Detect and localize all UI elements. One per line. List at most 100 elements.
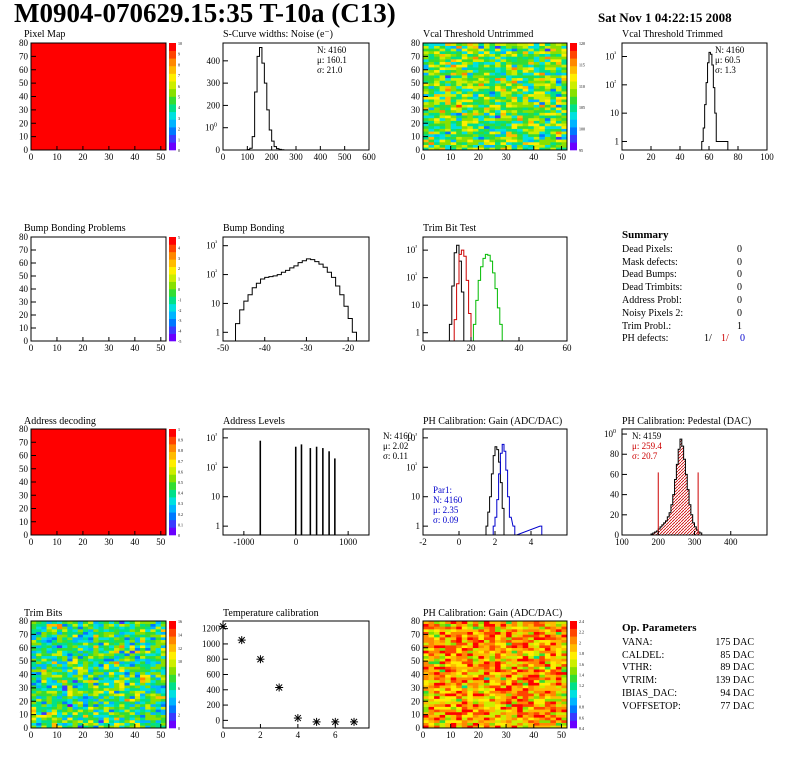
colorbar-segment — [570, 58, 577, 67]
heatmap-cell — [544, 679, 551, 683]
heatmap-cell — [555, 85, 562, 89]
heatmap-cell — [550, 45, 557, 49]
heatmap-cell — [550, 653, 557, 657]
heatmap-cell — [539, 634, 546, 638]
heatmap-cell — [472, 51, 479, 54]
heatmap-cell — [129, 647, 136, 651]
heatmap-cell — [550, 695, 557, 699]
heatmap-cell — [539, 107, 546, 111]
heatmap-cell — [72, 658, 79, 662]
heatmap-cell — [88, 711, 94, 715]
heatmap-cell — [495, 104, 501, 108]
y-tick-label: 10³ — [206, 241, 217, 251]
heatmap-cell — [450, 75, 457, 79]
heatmap-cell — [108, 626, 115, 630]
heatmap-cell — [511, 682, 518, 686]
heatmap-cell — [82, 687, 89, 691]
heatmap-cell — [472, 139, 479, 143]
heatmap-cell — [550, 717, 557, 721]
heatmap-cell — [528, 701, 535, 705]
heatmap-cell — [428, 48, 435, 52]
heatmap-cell — [461, 653, 468, 657]
heatmap-cell — [124, 693, 130, 697]
heatmap-cell — [478, 48, 485, 52]
y-tick-label: 1200 — [202, 624, 221, 634]
heatmap-cell — [108, 679, 115, 683]
heatmap-cell — [522, 128, 529, 132]
colorbar-tick-label: 2 — [178, 127, 180, 132]
heatmap-cell — [528, 83, 535, 87]
heatmap-cell — [434, 682, 440, 686]
heatmap-cell — [450, 711, 457, 715]
heatmap-cell — [550, 682, 557, 686]
heatmap-cell — [456, 701, 463, 705]
heatmap-cell — [108, 637, 115, 641]
heatmap-cell — [428, 706, 435, 710]
heatmap-cell — [36, 666, 42, 670]
heatmap-cell — [124, 703, 130, 707]
heatmap-cell — [555, 717, 562, 721]
heatmap-cell — [434, 714, 440, 718]
heatmap-cell — [119, 629, 125, 632]
heatmap-cell — [51, 711, 58, 715]
colorbar-segment — [570, 65, 577, 74]
heatmap-cell — [456, 141, 463, 145]
heatmap-cell — [483, 693, 490, 697]
heatmap-cell — [450, 77, 457, 81]
heatmap-cell — [461, 51, 468, 54]
heatmap-cell — [439, 77, 446, 81]
heatmap-cell — [155, 719, 162, 723]
heatmap-cell — [31, 698, 37, 702]
series-line-line — [448, 244, 467, 342]
heatmap-cell — [62, 717, 68, 721]
colorbar-segment — [169, 281, 176, 290]
heatmap-cell — [495, 663, 501, 667]
heatmap-cell — [517, 650, 523, 654]
heatmap-cell — [506, 717, 512, 721]
heatmap-cell — [533, 120, 540, 124]
colorbar-segment — [570, 104, 577, 113]
heatmap-cell — [155, 647, 162, 651]
heatmap-cell — [140, 645, 146, 649]
heatmap-cell — [82, 634, 89, 638]
heatmap-cell — [423, 136, 429, 140]
heatmap-cell — [500, 88, 507, 92]
heatmap-cell — [478, 621, 485, 624]
heatmap-cell — [517, 91, 523, 95]
heatmap-cell — [533, 43, 540, 46]
heatmap-cell — [103, 695, 110, 699]
heatmap-cell — [495, 133, 501, 137]
heatmap-cell — [467, 80, 474, 84]
heatmap-cell — [108, 685, 115, 689]
heatmap-cell — [528, 671, 535, 675]
heatmap-cell — [129, 703, 136, 707]
heatmap-cell — [472, 706, 479, 710]
heatmap-cell — [483, 125, 490, 129]
heatmap-cell — [539, 75, 546, 79]
colorbar-segment — [570, 88, 577, 97]
heatmap-cell — [533, 136, 540, 140]
heatmap-cell — [483, 112, 490, 116]
heatmap-cell — [114, 690, 120, 694]
heatmap-cell — [36, 695, 42, 699]
heatmap-cell — [140, 663, 146, 667]
y-tick-label: 10 — [411, 710, 421, 720]
heatmap-cell — [561, 663, 568, 667]
heatmap-cell — [145, 682, 151, 686]
heatmap-cell — [461, 109, 468, 113]
heatmap-cell — [478, 85, 485, 89]
heatmap-cell — [544, 711, 551, 715]
heatmap-cell — [108, 687, 115, 691]
heatmap-cell — [456, 147, 463, 151]
heatmap-cell — [51, 637, 58, 641]
colorbar-segment — [169, 651, 176, 660]
heatmap-cell — [423, 687, 429, 691]
scatter-star-stroke — [313, 718, 320, 726]
heatmap-cell — [467, 690, 474, 694]
colorbar-tick-label: 0.1 — [178, 522, 183, 527]
heatmap-cell — [539, 61, 546, 65]
heatmap-cell — [145, 658, 151, 662]
heatmap-cell — [533, 719, 540, 723]
heatmap-cell — [150, 714, 156, 718]
heatmap-cell — [522, 141, 529, 145]
